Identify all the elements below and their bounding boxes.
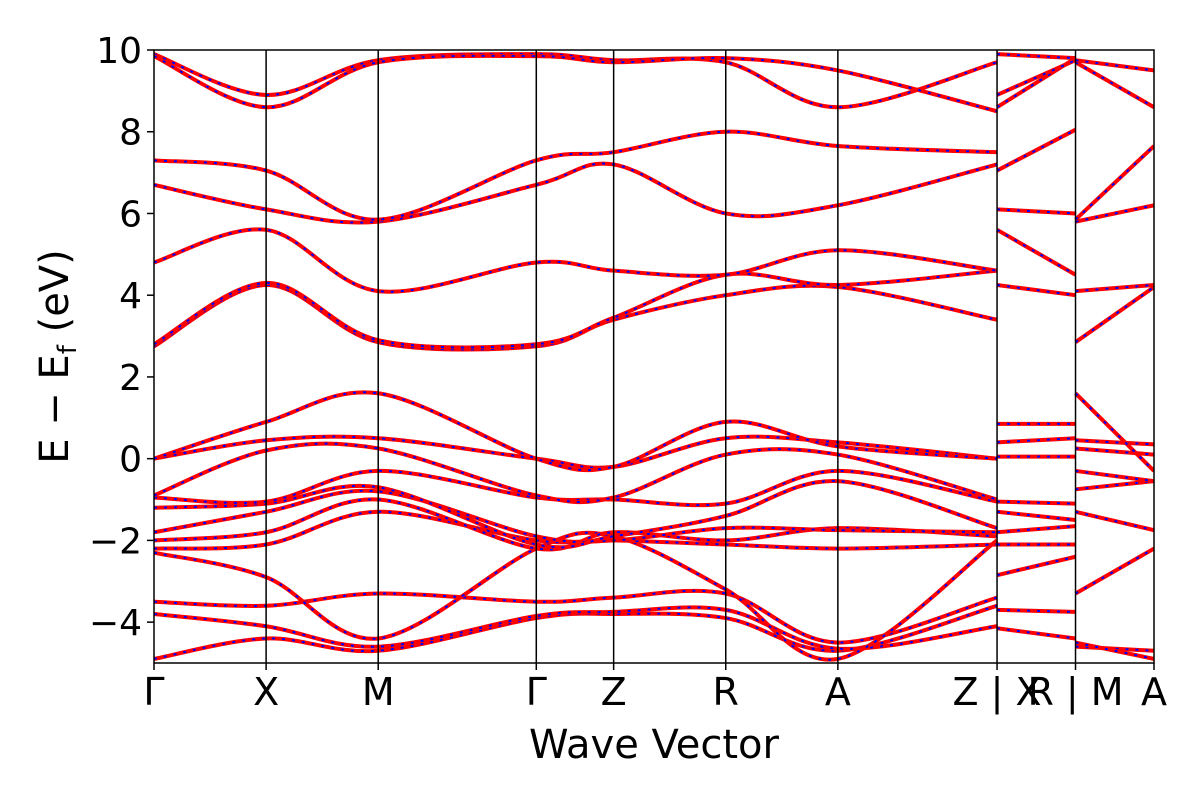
band-line-16 (154, 129, 998, 222)
y-axis-ticks: −4 −2 0 2 4 6 8 10 (89, 31, 154, 644)
band-line-overlay-37 (1075, 641, 1154, 660)
band-line-49 (1074, 60, 1154, 109)
band-line-overlay-12 (154, 283, 998, 351)
band-line-31 (996, 207, 1076, 216)
y-tick-label-1: −2 (89, 521, 142, 562)
band-line-30 (996, 228, 1077, 277)
y-tick-label-3: 2 (119, 358, 142, 399)
y-tick-label-5: 6 (119, 194, 142, 235)
band-line-19 (996, 626, 1076, 641)
kpoint-label-3: Γ (526, 670, 547, 714)
band-line-48 (1074, 144, 1154, 222)
y-tick-label-4: 4 (119, 276, 142, 317)
band-line-overlay-0 (154, 604, 998, 660)
kpoint-label-6: A (825, 670, 851, 714)
plot-frame (153, 49, 1155, 664)
band-line-24 (996, 509, 1076, 522)
band-line-overlay-7 (154, 480, 998, 549)
kpoint-label-5: R (713, 670, 739, 714)
y-axis-label: E − Ef (eV) (32, 249, 83, 464)
kpoint-label-8: R | M (1027, 670, 1123, 715)
x-axis-label: Wave Vector (529, 722, 780, 768)
band-line-43 (1075, 438, 1154, 447)
y-tick-label-6: 8 (119, 113, 142, 154)
y-tick-label-2: 0 (119, 440, 142, 481)
band-line-41 (1075, 468, 1154, 484)
band-line-13 (154, 268, 998, 350)
kpoint-label-4: Z (601, 670, 627, 714)
band-line-overlay-47 (1075, 204, 1154, 223)
band-line-42 (1075, 446, 1154, 457)
band-line-27 (996, 436, 1076, 445)
band-line-overlay-34 (996, 59, 1076, 96)
band-line-overlay-8 (154, 469, 998, 507)
band-line-46 (1075, 282, 1154, 294)
band-line-overlay-18 (154, 54, 998, 113)
y-axis-label-unit: (eV) (32, 249, 78, 345)
y-tick-label-0: −4 (89, 603, 142, 644)
band-line-2 (154, 588, 998, 645)
band-line-50 (1075, 58, 1154, 73)
band-line-38 (1074, 546, 1154, 596)
band-line-11 (154, 390, 998, 473)
band-line-36 (1075, 644, 1154, 653)
kpoint-label-7: Z | X (953, 670, 1042, 715)
band-line-overlay-11 (154, 391, 998, 472)
band-line-overlay-39 (1075, 510, 1154, 532)
high-symmetry-lines (265, 50, 1077, 663)
band-line-12 (154, 282, 998, 352)
y-tick-label-7: 10 (96, 31, 142, 72)
band-line-20 (996, 607, 1076, 614)
y-axis-label-main: E − E (32, 354, 78, 464)
kpoint-label-0: Γ (143, 670, 164, 714)
band-line-35 (996, 52, 1076, 61)
band-lines (154, 52, 1154, 662)
band-line-44 (1074, 391, 1154, 473)
band-line-29 (996, 282, 1076, 298)
band-line-32 (996, 127, 1077, 173)
band-line-overlay-44 (1074, 392, 1154, 472)
y-axis-label-subscript: f (53, 344, 83, 354)
band-line-overlay-13 (154, 269, 998, 349)
kpoint-label-1: X (253, 670, 279, 714)
band-line-overlay-21 (996, 555, 1076, 577)
band-line-15 (154, 161, 998, 225)
band-line-45 (1074, 285, 1154, 344)
band-line-7 (154, 479, 998, 550)
band-line-25 (996, 499, 1076, 506)
band-line-17 (154, 52, 998, 110)
band-line-23 (996, 524, 1076, 535)
band-line-overlay-17 (154, 53, 998, 109)
kpoint-label-9: A (1141, 670, 1167, 714)
kpoint-label-2: M (362, 670, 395, 714)
x-axis-kpoint-labels: Γ X M Γ Z R A Z | XR | M A (143, 663, 1167, 715)
band-line-40 (1075, 479, 1154, 492)
